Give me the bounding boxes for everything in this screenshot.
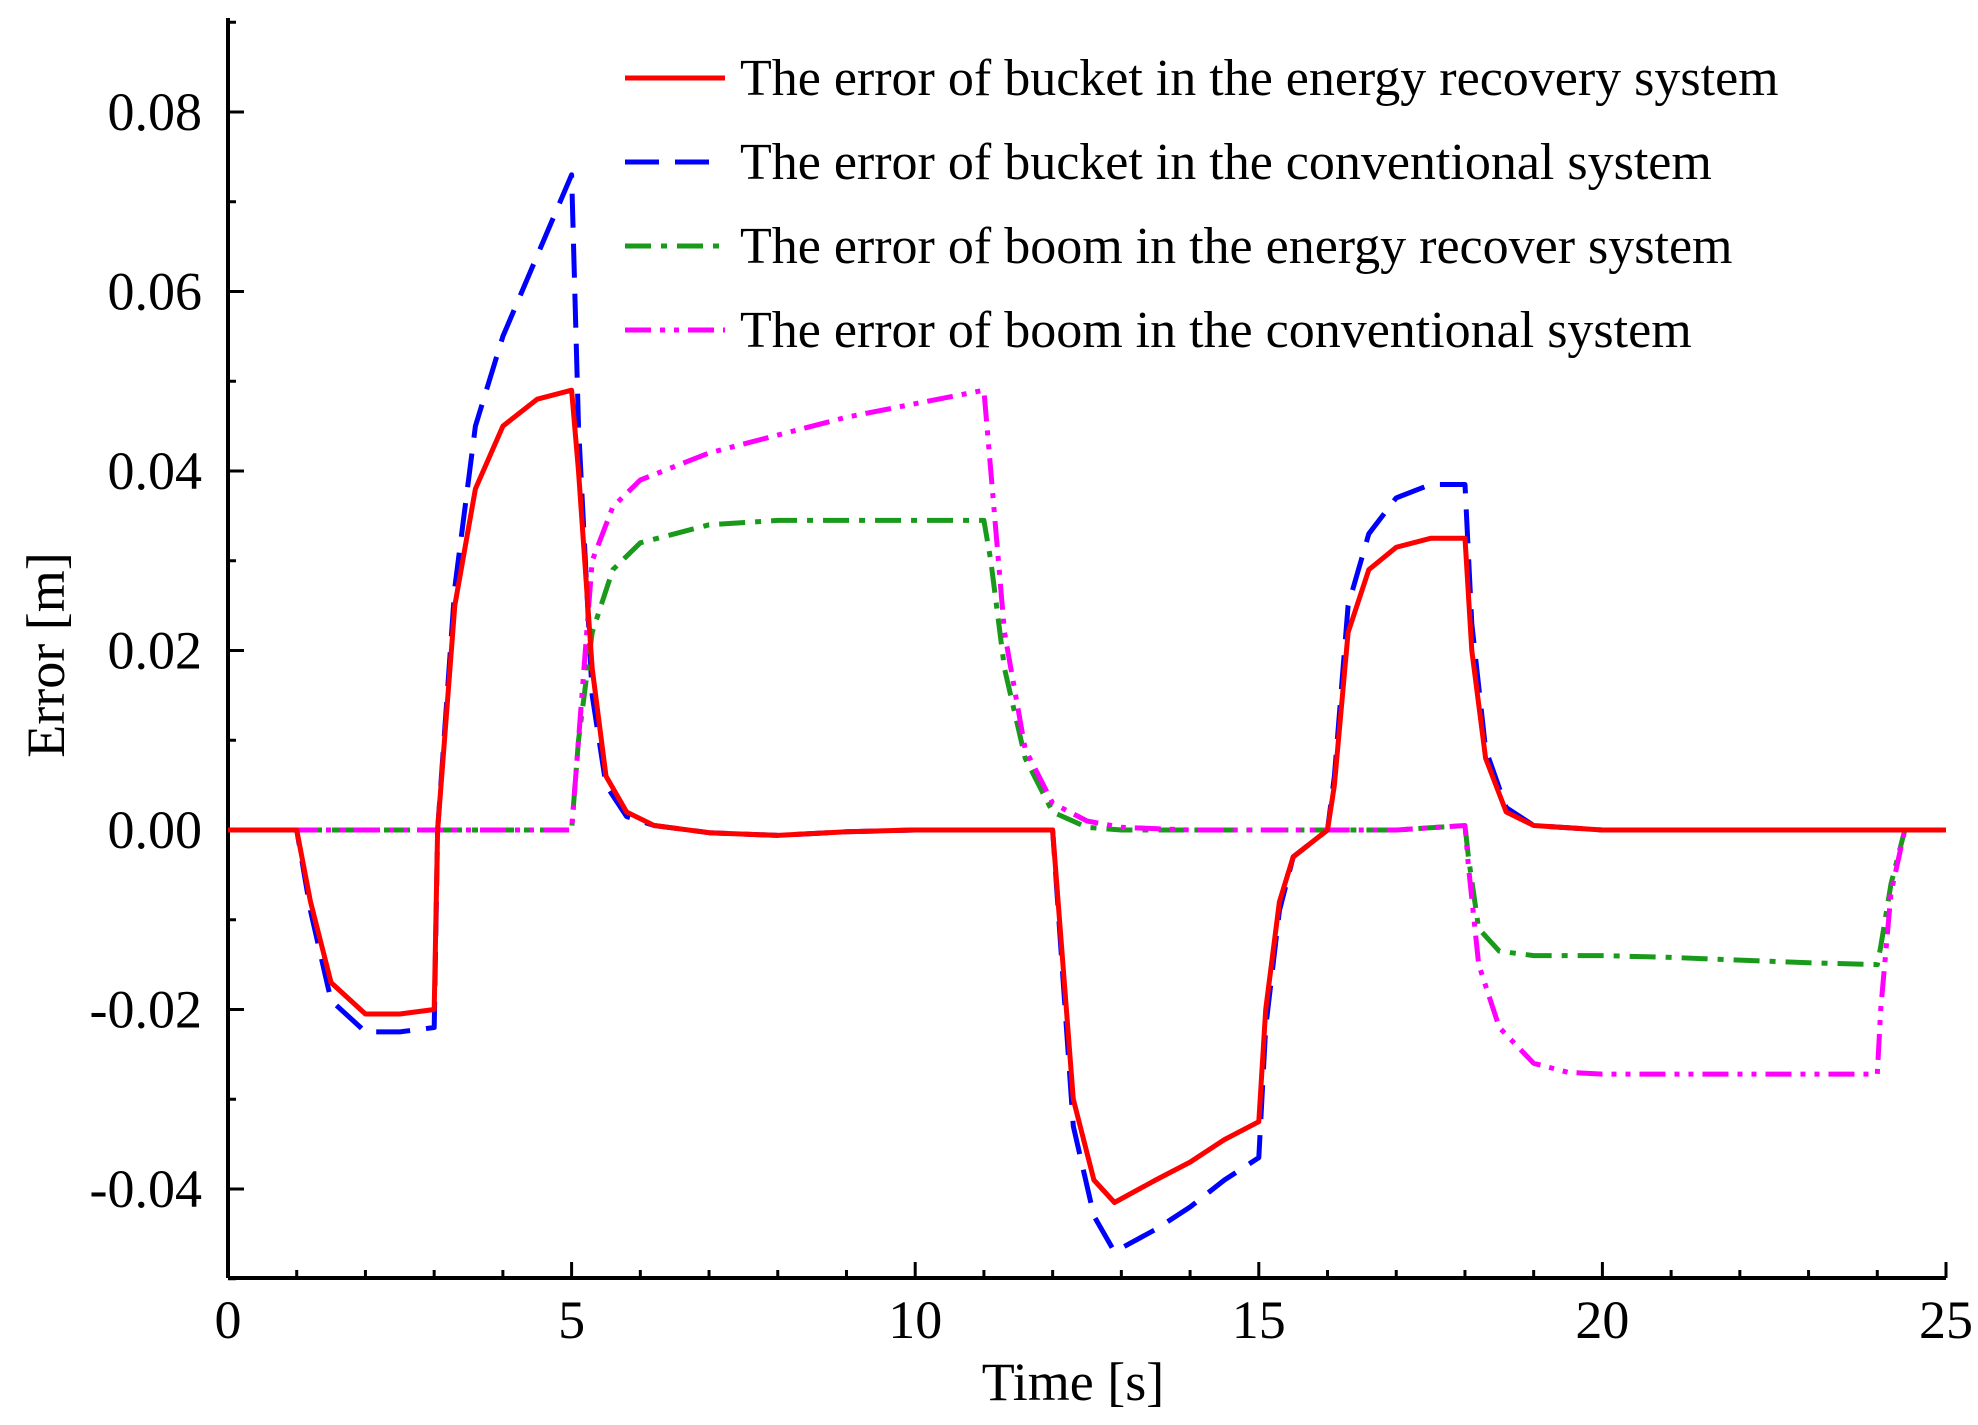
y-tick-label: 0.02 — [108, 621, 203, 681]
x-tick-label: 25 — [1919, 1290, 1973, 1350]
x-tick-label: 5 — [558, 1290, 585, 1350]
ticks: 0 5 10 15 20 25 -0.04 -0.02 0.00 0.02 0.04 0.06 0.08 — [90, 20, 1973, 1350]
y-tick-label: 0.00 — [108, 800, 203, 860]
legend-label: The error of boom in the energy recover … — [740, 218, 1732, 275]
x-tick-label: 20 — [1575, 1290, 1629, 1350]
legend-label: The error of bucket in the conventional … — [740, 134, 1712, 191]
legend: The error of bucket in the energy recove… — [625, 50, 1779, 359]
y-tick-label: -0.04 — [90, 1159, 202, 1219]
series-group — [228, 172, 1946, 1255]
x-tick-label: 10 — [888, 1290, 942, 1350]
series-line-1 — [228, 387, 1946, 1205]
legend-label: The error of bucket in the energy recove… — [740, 50, 1779, 107]
y-axis-title: Error [m] — [16, 552, 76, 757]
y-tick-label: -0.02 — [90, 980, 202, 1040]
x-tick-label: 0 — [215, 1290, 242, 1350]
series-line-3 — [228, 517, 1946, 968]
legend-label: The error of boom in the conventional sy… — [740, 302, 1692, 359]
y-tick-label: 0.08 — [108, 82, 203, 142]
series-line-4 — [228, 387, 1946, 1077]
x-axis-title: Time [s] — [982, 1352, 1165, 1412]
y-tick-label: 0.04 — [108, 441, 203, 501]
y-tick-label: 0.06 — [108, 262, 203, 322]
x-tick-label: 15 — [1232, 1290, 1286, 1350]
